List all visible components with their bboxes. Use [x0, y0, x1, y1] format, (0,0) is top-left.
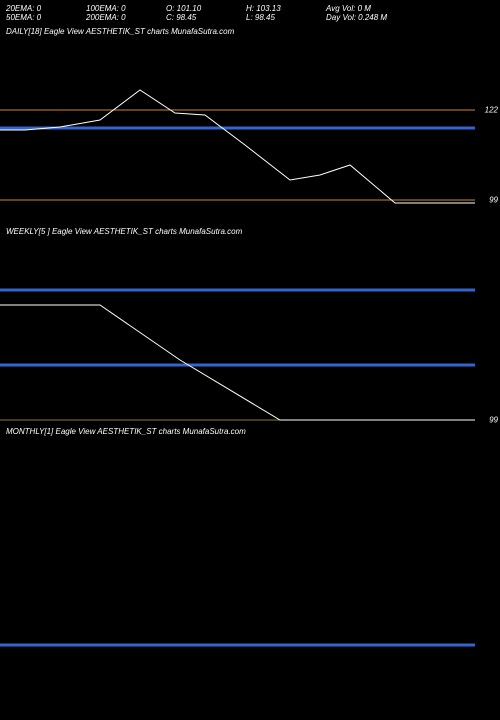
ema50: 50EMA: 0	[6, 13, 86, 22]
avgvol: Avg Vol: 0 M	[326, 4, 426, 13]
open: O: 101.10	[166, 4, 246, 13]
daily-title: DAILY[18] Eagle View AESTHETIK_ST charts…	[6, 27, 234, 36]
dayvol: Day Vol: 0.248 M	[326, 13, 426, 22]
ema100: 100EMA: 0	[86, 4, 166, 13]
daily-panel: DAILY[18] Eagle View AESTHETIK_ST charts…	[0, 25, 500, 225]
monthly-chart	[0, 425, 475, 715]
daily-price-line	[0, 90, 475, 203]
weekly-chart	[0, 225, 475, 425]
weekly-hline-label-2: 99	[489, 416, 498, 425]
weekly-panel: WEEKLY[5 ] Eagle View AESTHETIK_ST chart…	[0, 225, 500, 425]
high: H: 103.13	[246, 4, 326, 13]
close: C: 98.45	[166, 13, 246, 22]
header-stats: 20EMA: 0 100EMA: 0 O: 101.10 H: 103.13 A…	[0, 0, 500, 26]
daily-hline-label-2: 99	[489, 196, 498, 205]
daily-chart	[0, 25, 475, 225]
daily-hline-label-0: 122	[485, 106, 498, 115]
weekly-price-line	[0, 305, 475, 420]
low: L: 98.45	[246, 13, 326, 22]
header-row-1: 20EMA: 0 100EMA: 0 O: 101.10 H: 103.13 A…	[6, 4, 494, 13]
weekly-title: WEEKLY[5 ] Eagle View AESTHETIK_ST chart…	[6, 227, 242, 236]
ema200: 200EMA: 0	[86, 13, 166, 22]
monthly-panel: MONTHLY[1] Eagle View AESTHETIK_ST chart…	[0, 425, 500, 715]
header-row-2: 50EMA: 0 200EMA: 0 C: 98.45 L: 98.45 Day…	[6, 13, 494, 22]
monthly-title: MONTHLY[1] Eagle View AESTHETIK_ST chart…	[6, 427, 246, 436]
ema20: 20EMA: 0	[6, 4, 86, 13]
